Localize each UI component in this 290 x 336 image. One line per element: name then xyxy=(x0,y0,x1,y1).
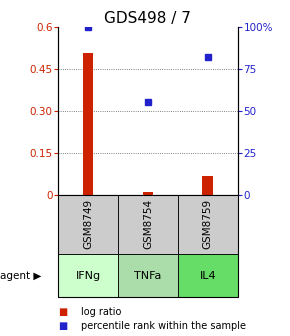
Bar xyxy=(83,53,93,195)
Bar xyxy=(202,176,213,195)
Text: GSM8759: GSM8759 xyxy=(203,199,213,249)
Text: GSM8749: GSM8749 xyxy=(83,199,93,249)
Text: IFNg: IFNg xyxy=(75,270,101,281)
Text: GSM8754: GSM8754 xyxy=(143,199,153,249)
Title: GDS498 / 7: GDS498 / 7 xyxy=(104,11,191,26)
Text: percentile rank within the sample: percentile rank within the sample xyxy=(81,321,246,331)
Text: ■: ■ xyxy=(58,307,67,317)
Text: log ratio: log ratio xyxy=(81,307,122,317)
Text: TNFa: TNFa xyxy=(134,270,162,281)
Text: IL4: IL4 xyxy=(200,270,216,281)
Bar xyxy=(142,192,153,195)
Text: ■: ■ xyxy=(58,321,67,331)
Text: agent ▶: agent ▶ xyxy=(0,270,41,281)
